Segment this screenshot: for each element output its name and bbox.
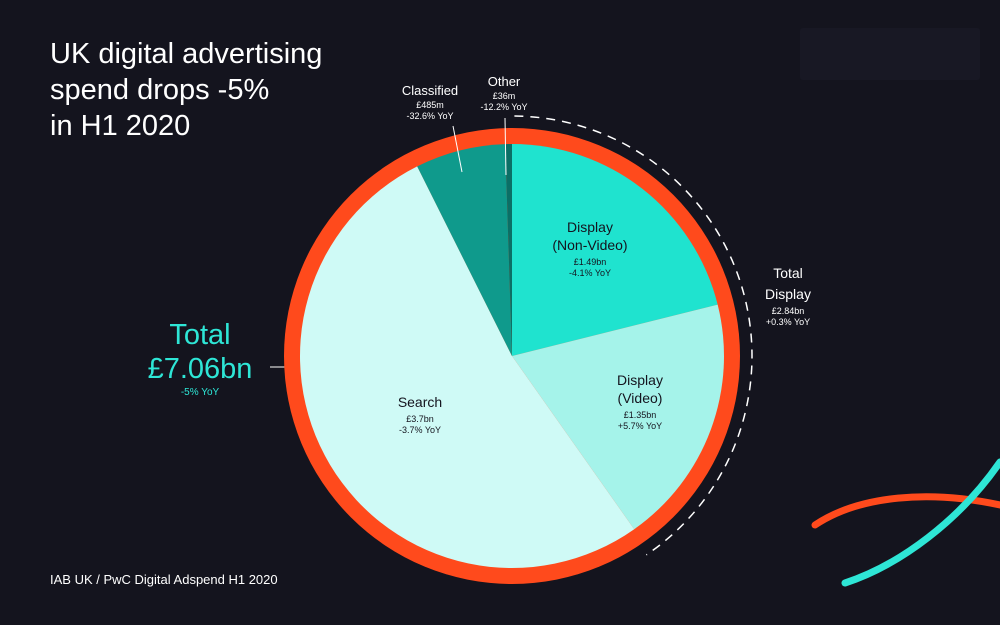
label-search: Search £3.7bn -3.7% YoY	[398, 394, 442, 435]
label-display-non-video-line2: (Non-Video)	[552, 237, 627, 253]
label-classified-name: Classified	[402, 83, 458, 98]
slice-classified	[417, 144, 512, 356]
total-callout: Total £7.06bn -5% YoY	[120, 318, 280, 400]
slice-search	[299, 166, 635, 569]
total-yoy: -5% YoY	[180, 387, 220, 398]
title-line-3: in H1 2020	[50, 110, 191, 142]
label-other-yoy: -12.2% YoY	[480, 102, 527, 112]
label-other-value: £36m	[493, 91, 516, 101]
label-display-non-video-yoy: -4.1% YoY	[569, 268, 611, 278]
title-line-2: spend drops -5%	[50, 74, 270, 106]
label-search-name: Search	[398, 394, 442, 410]
label-display-video: Display (Video) £1.35bn +5.7% YoY	[617, 372, 663, 431]
label-total-display-yoy: +0.3% YoY	[766, 317, 810, 327]
label-classified: Classified £485m -32.6% YoY	[402, 83, 458, 121]
source-credit: IAB UK / PwC Digital Adspend H1 2020	[50, 572, 278, 587]
pie-slices	[299, 144, 724, 569]
label-other: Other £36m -12.2% YoY	[480, 74, 527, 112]
label-other-name: Other	[488, 74, 521, 89]
decor-curve-teal	[841, 458, 1000, 587]
label-total-display-line2: Display	[765, 286, 811, 302]
slice-display-video	[512, 304, 724, 530]
total-display-dashed-arc	[514, 115, 753, 556]
label-total-display-value: £2.84bn	[772, 306, 805, 316]
label-display-video-line1: Display	[617, 372, 663, 388]
label-display-video-value: £1.35bn	[624, 410, 657, 420]
slice-other	[505, 144, 512, 356]
label-display-video-line2: (Video)	[618, 390, 663, 406]
other-leader-line	[504, 117, 507, 176]
label-classified-value: £485m	[416, 100, 444, 110]
total-amount: £7.06bn	[147, 353, 253, 385]
logo-placeholder	[800, 28, 980, 80]
label-total-display: Total Display £2.84bn +0.3% YoY	[765, 265, 811, 327]
slice-display-non-video	[512, 144, 718, 356]
label-search-value: £3.7bn	[406, 414, 434, 424]
label-search-yoy: -3.7% YoY	[399, 425, 441, 435]
label-total-display-line1: Total	[773, 265, 803, 281]
label-display-video-yoy: +5.7% YoY	[618, 421, 662, 431]
total-label: Total	[169, 319, 231, 351]
classified-leader-line	[452, 125, 463, 173]
label-display-non-video: Display (Non-Video) £1.49bn -4.1% YoY	[552, 219, 627, 278]
page-title: UK digital advertising spend drops -5% i…	[50, 36, 380, 144]
title-line-1: UK digital advertising	[50, 38, 323, 70]
decor-curve-orange	[811, 493, 1000, 529]
label-display-non-video-value: £1.49bn	[574, 257, 607, 267]
label-classified-yoy: -32.6% YoY	[406, 111, 453, 121]
label-display-non-video-line1: Display	[567, 219, 613, 235]
